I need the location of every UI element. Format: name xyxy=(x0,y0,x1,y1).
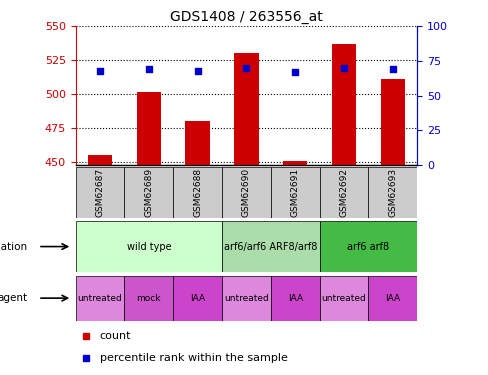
Bar xyxy=(222,276,271,321)
Text: untreated: untreated xyxy=(78,294,122,303)
Bar xyxy=(185,122,210,165)
Bar xyxy=(124,167,173,218)
Text: genotype/variation: genotype/variation xyxy=(0,242,28,252)
Point xyxy=(96,68,104,74)
Text: agent: agent xyxy=(0,293,28,303)
Bar xyxy=(381,79,405,165)
Bar xyxy=(222,167,271,218)
Text: GSM62693: GSM62693 xyxy=(388,168,397,217)
Bar xyxy=(320,167,368,218)
Text: arf6 arf8: arf6 arf8 xyxy=(347,242,389,252)
Text: arf6/arf6 ARF8/arf8: arf6/arf6 ARF8/arf8 xyxy=(224,242,318,252)
Bar xyxy=(124,276,173,321)
Bar xyxy=(271,276,320,321)
Bar xyxy=(320,276,368,321)
Text: percentile rank within the sample: percentile rank within the sample xyxy=(100,352,287,363)
Bar xyxy=(88,156,112,165)
Text: IAA: IAA xyxy=(288,294,303,303)
Point xyxy=(194,68,202,74)
Text: untreated: untreated xyxy=(224,294,269,303)
Text: GSM62689: GSM62689 xyxy=(144,168,153,217)
Point xyxy=(340,65,348,71)
Bar xyxy=(320,221,417,272)
Title: GDS1408 / 263556_at: GDS1408 / 263556_at xyxy=(170,10,323,24)
Text: GSM62690: GSM62690 xyxy=(242,168,251,217)
Bar xyxy=(173,167,222,218)
Text: IAA: IAA xyxy=(386,294,400,303)
Bar xyxy=(76,276,124,321)
Bar xyxy=(76,167,124,218)
Bar xyxy=(283,161,307,165)
Bar xyxy=(173,276,222,321)
Text: GSM62687: GSM62687 xyxy=(96,168,104,217)
Text: untreated: untreated xyxy=(322,294,366,303)
Text: mock: mock xyxy=(137,294,161,303)
Point xyxy=(389,66,397,72)
Bar xyxy=(271,167,320,218)
Bar xyxy=(137,92,161,165)
Text: count: count xyxy=(100,331,131,341)
Bar xyxy=(234,54,259,165)
Bar xyxy=(222,221,320,272)
Text: IAA: IAA xyxy=(190,294,205,303)
Bar xyxy=(332,44,356,165)
Text: GSM62692: GSM62692 xyxy=(340,168,348,217)
Text: GSM62691: GSM62691 xyxy=(291,168,300,217)
Text: wild type: wild type xyxy=(126,242,171,252)
Bar xyxy=(368,167,417,218)
Point xyxy=(145,66,153,72)
Bar xyxy=(76,221,222,272)
Point xyxy=(291,69,299,75)
Point xyxy=(243,65,250,71)
Text: GSM62688: GSM62688 xyxy=(193,168,202,217)
Bar xyxy=(368,276,417,321)
